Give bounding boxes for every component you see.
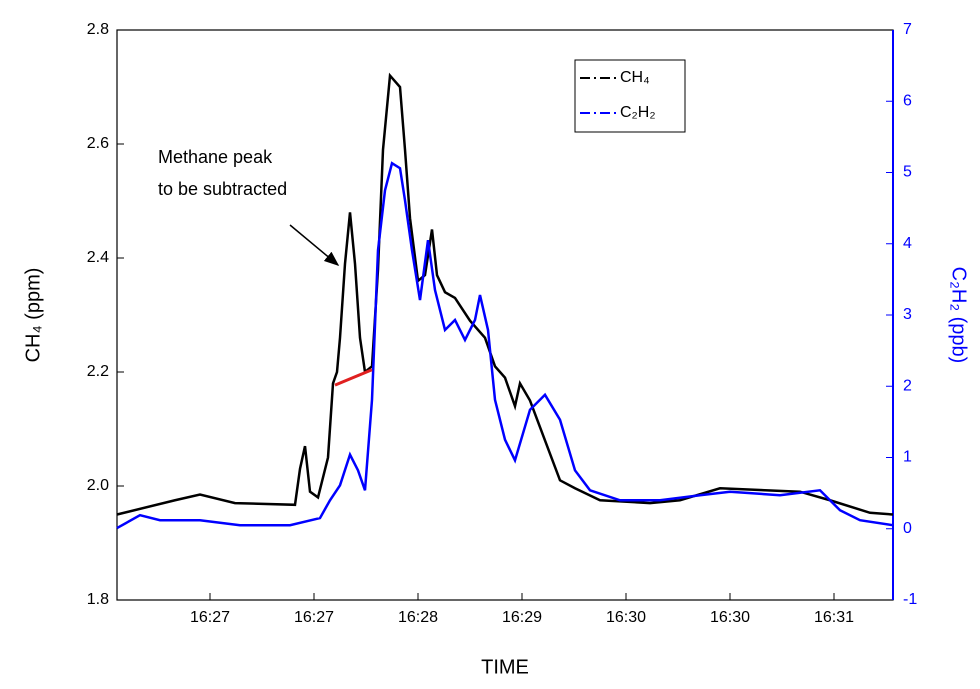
y2-tick-label: 5: [903, 164, 912, 181]
y2-tick-label: 0: [903, 520, 912, 537]
subtraction-line: [334, 368, 373, 387]
plot-frame: [116, 29, 894, 601]
legend-label: C₂H₂: [620, 104, 656, 121]
x-tick-label: 16:27: [294, 609, 334, 626]
y2-tick-label: 3: [903, 306, 912, 323]
y2-tick-label: 7: [903, 21, 912, 38]
y2-tick-label: -1: [903, 591, 917, 608]
x-tick-label: 16:29: [502, 609, 542, 626]
y-tick-label: 2.8: [87, 21, 109, 38]
x-tick-label: 16:30: [710, 609, 750, 626]
series-line: [116, 161, 894, 530]
y-tick-label: 2.4: [87, 249, 109, 266]
y2-tick-label: 4: [903, 235, 912, 252]
annotation-arrow: [289, 224, 340, 266]
annotation: to be subtracted: [158, 179, 287, 199]
x-tick-label: 16:30: [606, 609, 646, 626]
legend-label: CH₄: [620, 69, 650, 86]
y-tick-label: 2.6: [87, 135, 109, 152]
x-tick-label: 16:27: [190, 609, 230, 626]
series-line: [116, 72, 894, 516]
x-axis-label: TIME: [481, 656, 529, 678]
y2-tick-label: 2: [903, 377, 912, 394]
y-axis-label: CH₄ (ppm): [22, 268, 44, 363]
x-tick-label: 16:31: [814, 609, 854, 626]
y2-tick-label: 1: [903, 449, 912, 466]
x-tick-label: 16:28: [398, 609, 438, 626]
y2-tick-label: 6: [903, 92, 912, 109]
y-tick-label: 2.2: [87, 363, 109, 380]
annotation: Methane peak: [158, 147, 273, 167]
y2-axis-label: C₂H₂ (ppb): [948, 267, 970, 364]
legend-frame: [574, 59, 686, 133]
y-tick-label: 1.8: [87, 591, 109, 608]
y-tick-label: 2.0: [87, 477, 109, 494]
